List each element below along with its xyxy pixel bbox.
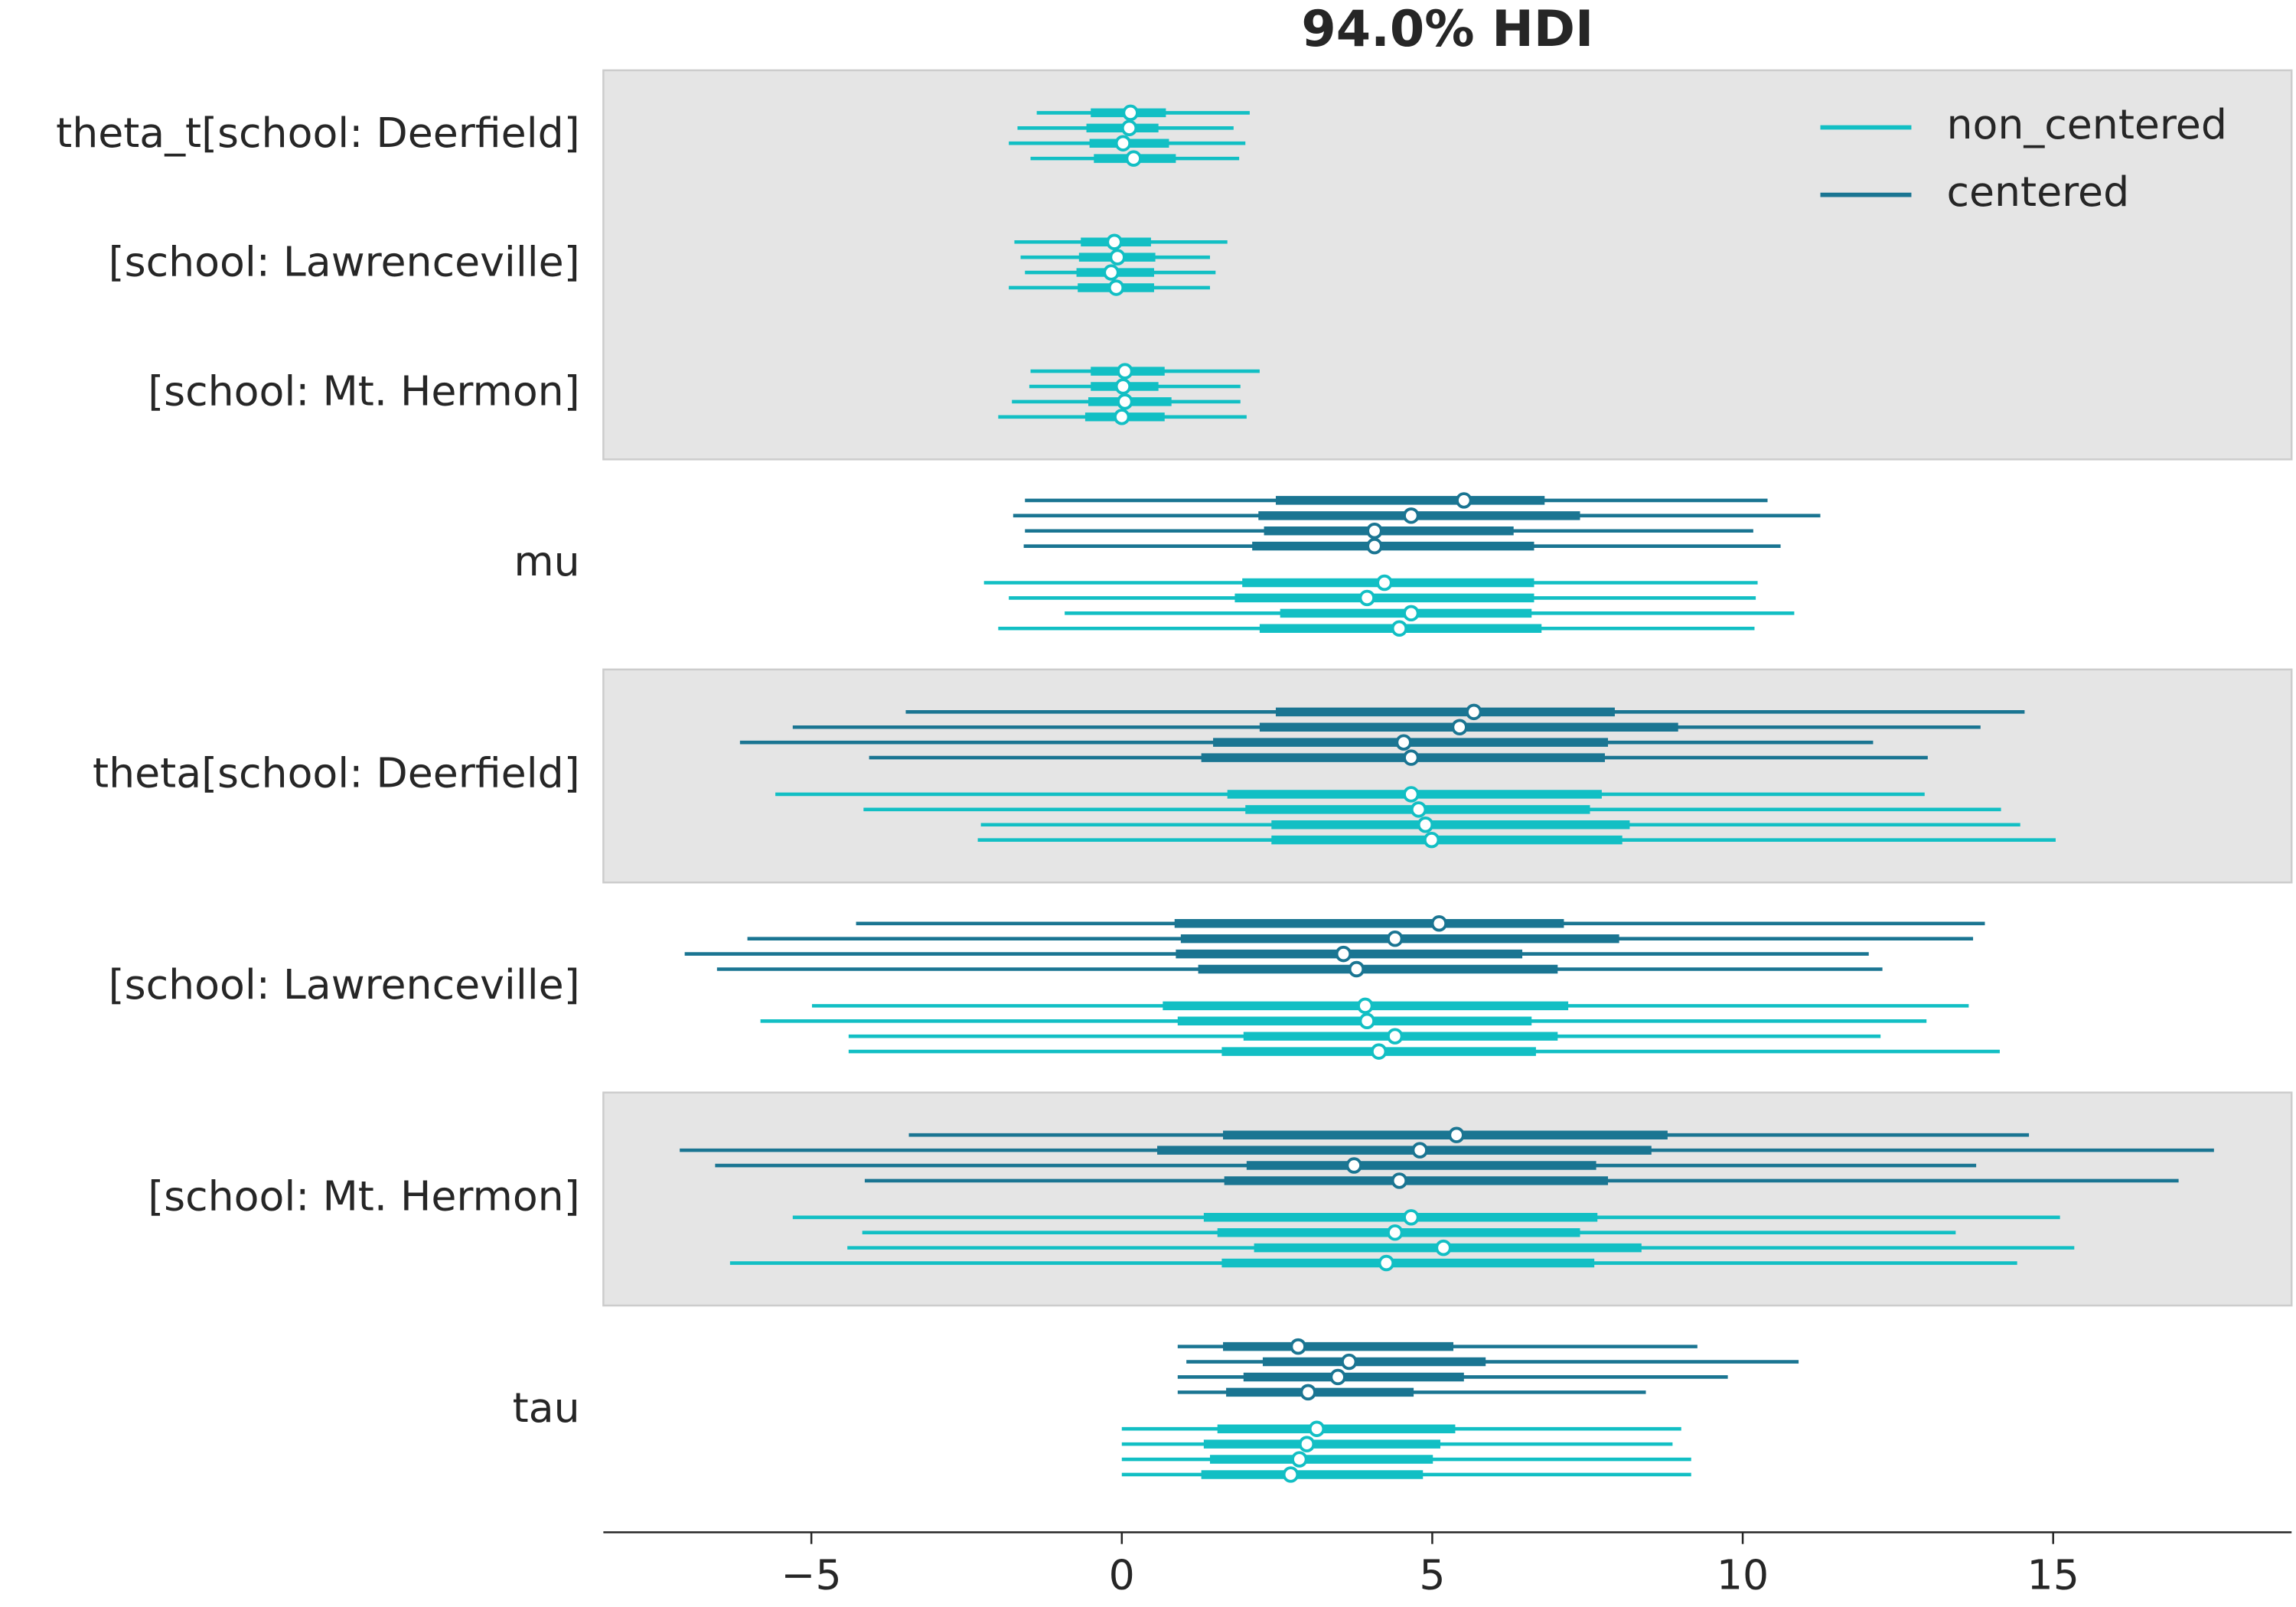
- point-estimate: [1335, 945, 1352, 963]
- point-estimate: [1109, 249, 1126, 266]
- point-estimate: [1387, 1028, 1404, 1045]
- x-tick-label: 5: [1419, 1550, 1445, 1599]
- legend-label: non_centered: [1946, 100, 2226, 148]
- point-estimate: [1340, 1353, 1358, 1371]
- point-estimate: [1282, 1466, 1300, 1483]
- point-estimate: [1114, 378, 1132, 395]
- point-estimate: [1120, 119, 1138, 137]
- point-estimate: [1125, 150, 1142, 167]
- point-estimate: [1403, 1209, 1420, 1226]
- point-estimate: [1358, 1012, 1375, 1029]
- row-label: [school: Mt. Hermon]: [148, 1172, 579, 1221]
- point-estimate: [1117, 363, 1133, 380]
- point-estimate: [1391, 620, 1408, 637]
- point-estimate: [1291, 1451, 1308, 1468]
- point-estimate: [1430, 915, 1448, 932]
- point-estimate: [1417, 817, 1434, 833]
- point-estimate: [1106, 233, 1123, 250]
- point-estimate: [1298, 1436, 1316, 1452]
- chart-title: 94.0% HDI: [1301, 1, 1593, 58]
- row-label: theta[school: Deerfield]: [93, 749, 580, 797]
- row-label: [school: Lawrenceville]: [109, 960, 580, 1009]
- point-estimate: [1423, 831, 1440, 849]
- point-estimate: [1387, 1224, 1404, 1241]
- point-estimate: [1103, 264, 1120, 281]
- row-band: [602, 69, 2293, 461]
- point-estimate: [1403, 786, 1420, 803]
- point-estimate: [1290, 1338, 1306, 1355]
- point-estimate: [1300, 1384, 1316, 1401]
- point-estimate: [1403, 507, 1420, 524]
- bands: [602, 69, 2293, 1307]
- point-estimate: [1403, 605, 1420, 622]
- point-estimate: [1378, 1254, 1395, 1272]
- point-estimate: [1466, 703, 1482, 721]
- row-band: [602, 1091, 2293, 1307]
- point-estimate: [1366, 523, 1383, 539]
- point-estimate: [1348, 960, 1365, 978]
- point-estimate: [1366, 537, 1383, 555]
- point-estimate: [1403, 749, 1420, 766]
- point-estimate: [1357, 997, 1374, 1015]
- point-estimate: [1391, 1172, 1408, 1189]
- x-tick-label: 10: [1717, 1550, 1769, 1599]
- point-estimate: [1107, 279, 1125, 296]
- x-tick-label: 0: [1109, 1550, 1135, 1599]
- point-estimate: [1395, 734, 1412, 751]
- point-estimate: [1451, 719, 1468, 735]
- point-estimate: [1410, 801, 1427, 818]
- row-label: mu: [514, 537, 579, 585]
- point-estimate: [1376, 574, 1393, 592]
- row-label: tau: [513, 1384, 580, 1432]
- row-label: [school: Mt. Hermon]: [148, 367, 579, 416]
- row-label: [school: Lawrenceville]: [109, 238, 580, 286]
- point-estimate: [1117, 393, 1133, 410]
- legend-label: centered: [1946, 168, 2129, 216]
- point-estimate: [1329, 1368, 1346, 1386]
- row-band: [602, 668, 2293, 884]
- row-label: theta_t[school: Deerfield]: [56, 109, 580, 157]
- point-estimate: [1345, 1157, 1362, 1174]
- x-tick-label: −5: [781, 1550, 842, 1599]
- x-tick-label: 15: [2027, 1550, 2079, 1599]
- point-estimate: [1387, 930, 1404, 947]
- point-estimate: [1114, 409, 1130, 425]
- point-estimate: [1308, 1420, 1326, 1437]
- point-estimate: [1435, 1239, 1452, 1257]
- point-estimate: [1114, 135, 1132, 152]
- point-estimate: [1456, 492, 1473, 509]
- point-estimate: [1370, 1043, 1388, 1060]
- point-estimate: [1122, 104, 1139, 122]
- point-estimate: [1448, 1126, 1465, 1143]
- point-estimate: [1358, 589, 1375, 607]
- point-estimate: [1411, 1142, 1428, 1159]
